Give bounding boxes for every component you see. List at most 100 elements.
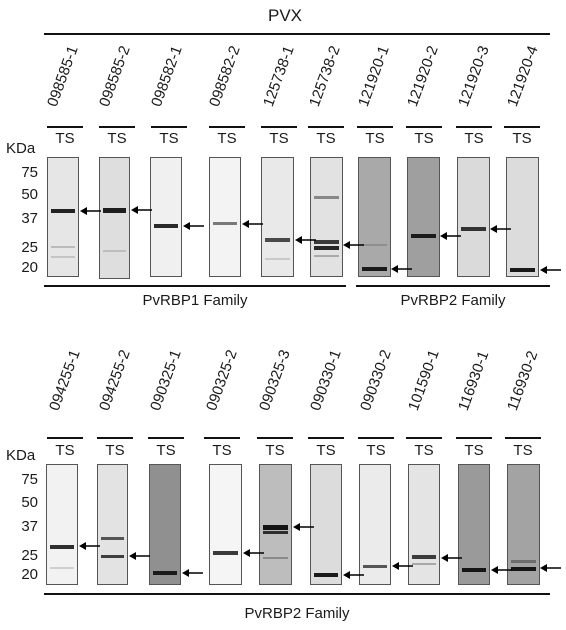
ts-label: TS: [513, 442, 533, 459]
family-divider: [44, 593, 550, 595]
ts-label: TS: [217, 130, 237, 147]
marker-label: 75: [21, 164, 38, 181]
ts-label: TS: [265, 442, 285, 459]
band-arrow-icon: [182, 569, 203, 577]
ts-underline: [456, 126, 492, 128]
band-arrow-icon: [131, 206, 152, 214]
blot-lane: [149, 464, 181, 585]
ts-label: TS: [414, 130, 434, 147]
sample-label: 090330-1: [307, 347, 345, 413]
band-arrow-icon: [242, 220, 263, 228]
band-arrow-icon: [183, 222, 204, 230]
band-arrow-icon: [540, 266, 561, 274]
sample-label: 121920-3: [455, 43, 493, 109]
ts-underline: [97, 437, 133, 439]
ts-label: TS: [269, 130, 289, 147]
band-arrow-icon: [79, 542, 100, 550]
band-arrow-icon: [293, 523, 314, 531]
band-arrow-icon: [491, 566, 512, 574]
family-divider: [44, 285, 346, 287]
ts-underline: [47, 437, 83, 439]
family-label: PvRBP1 Family: [142, 292, 248, 309]
ts-underline: [357, 126, 393, 128]
figure-title: PVX: [268, 6, 303, 25]
blot-lane: [209, 464, 242, 585]
ts-underline: [504, 126, 540, 128]
ts-underline: [151, 126, 187, 128]
sample-label: 116930-1: [455, 348, 493, 413]
blot-lane: [261, 157, 294, 277]
marker-label: 50: [21, 494, 38, 511]
blot-lane: [259, 464, 292, 585]
ts-label: TS: [55, 442, 75, 459]
band-arrow-icon: [80, 207, 101, 215]
ts-label: TS: [464, 130, 484, 147]
ts-label: TS: [156, 442, 176, 459]
ts-underline: [456, 437, 492, 439]
family-divider: [356, 285, 550, 287]
marker-label: 37: [21, 518, 38, 535]
ts-label: TS: [365, 130, 385, 147]
sample-label: 121920-4: [504, 43, 542, 109]
sample-label: 090325-2: [203, 347, 241, 413]
sample-label: 121920-2: [404, 43, 442, 109]
band-arrow-icon: [440, 232, 461, 240]
blot-lane: [97, 464, 128, 585]
sample-label: 090325-1: [147, 347, 185, 413]
sample-label: 098582-1: [148, 43, 186, 109]
blot-lane: [99, 157, 130, 279]
ts-label: TS: [107, 130, 127, 147]
sample-label: 125738-2: [306, 43, 344, 109]
blot-lane: [407, 157, 440, 277]
blot-lane: [507, 464, 540, 585]
ts-underline: [308, 437, 344, 439]
ts-label: TS: [55, 130, 75, 147]
blot-lane: [310, 464, 342, 585]
blot-lane: [47, 157, 79, 277]
sample-label: 090325-3: [256, 347, 294, 413]
blot-lane: [358, 157, 391, 277]
ts-label: TS: [159, 130, 179, 147]
blot-lane: [408, 464, 440, 585]
ts-underline: [148, 437, 184, 439]
sample-label: 121920-1: [355, 43, 393, 109]
band-arrow-icon: [343, 241, 364, 249]
ts-underline: [204, 437, 240, 439]
blot-lane: [310, 157, 343, 277]
marker-label: 20: [21, 566, 38, 583]
ts-underline: [406, 126, 442, 128]
marker-label: 25: [21, 239, 38, 256]
band-arrow-icon: [391, 265, 412, 273]
band-arrow-icon: [295, 236, 316, 244]
sample-label: 094255-2: [96, 347, 134, 413]
sample-label: 098582-2: [206, 43, 244, 109]
blot-lane: [506, 157, 539, 277]
sample-label: 116930-2: [504, 348, 542, 413]
marker-label: 25: [21, 547, 38, 564]
kda-unit-label: KDa: [6, 447, 36, 464]
band-arrow-icon: [343, 571, 364, 579]
blot-lane: [150, 157, 182, 277]
kda-unit-label: KDa: [6, 140, 36, 157]
blot-lane: [457, 157, 490, 277]
ts-underline: [505, 437, 541, 439]
ts-label: TS: [366, 442, 386, 459]
band-arrow-icon: [392, 562, 413, 570]
ts-underline: [209, 126, 245, 128]
ts-label: TS: [105, 442, 125, 459]
family-label: PvRBP2 Family: [244, 605, 350, 622]
title-underline: [44, 33, 550, 35]
sample-label: 090330-2: [357, 347, 395, 413]
ts-underline: [406, 437, 442, 439]
sample-label: 125738-1: [260, 43, 298, 109]
ts-label: TS: [316, 442, 336, 459]
ts-label: TS: [512, 130, 532, 147]
band-arrow-icon: [243, 549, 264, 557]
band-arrow-icon: [540, 564, 561, 572]
ts-label: TS: [316, 130, 336, 147]
ts-underline: [257, 437, 293, 439]
blot-lane: [209, 157, 241, 277]
blot-lane: [359, 464, 391, 585]
band-arrow-icon: [441, 554, 462, 562]
band-arrow-icon: [129, 552, 150, 560]
